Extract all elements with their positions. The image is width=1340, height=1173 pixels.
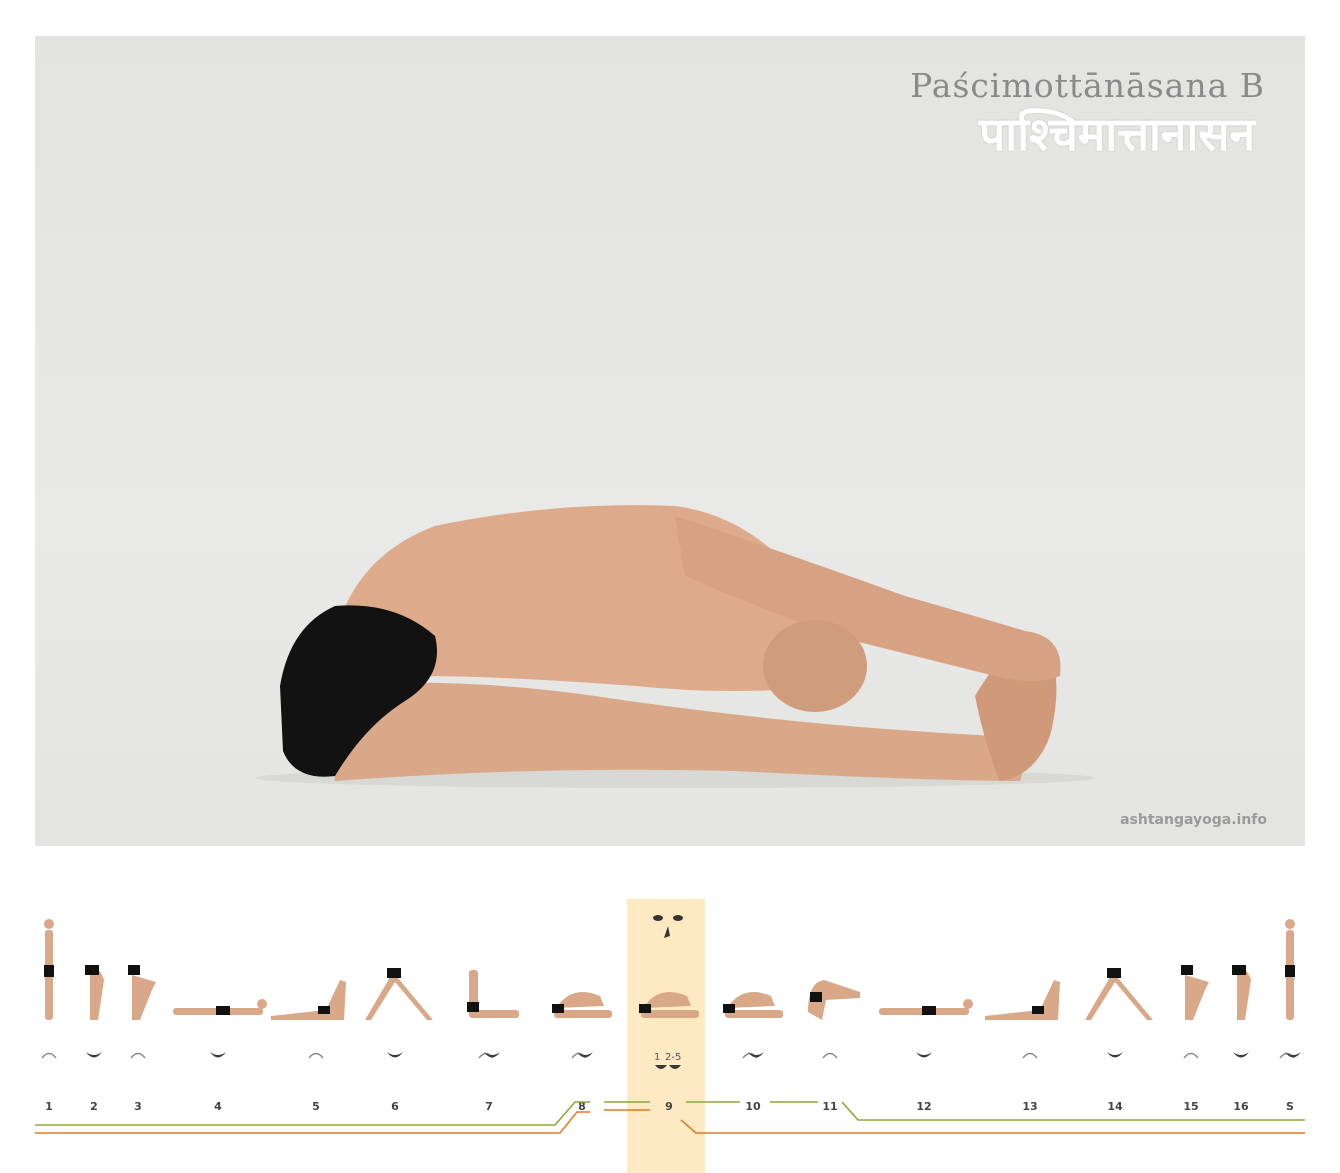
breath-inhale-exhale-icon — [1279, 1052, 1301, 1059]
vinyasa-step-5[interactable]: 5 — [271, 980, 346, 1113]
vinyasa-strip: 1 2 3 4 5 6 7 81 2-59 10 11 12 13 14 15 16 S — [35, 915, 1305, 1134]
step-number: 10 — [745, 1100, 761, 1113]
asana-photo: Paścimottānāsana B पाश्चिमात्तानासन asht… — [35, 36, 1305, 846]
pose-figure-icon — [639, 992, 699, 1018]
breath-inhale-icon — [130, 1052, 146, 1059]
step-number: 2 — [90, 1100, 98, 1113]
breath-inhale-icon — [308, 1052, 324, 1059]
pose-figure-icon — [85, 965, 104, 1020]
pose-figure-icon — [467, 970, 519, 1018]
vinyasa-step-14[interactable]: 14 — [1085, 968, 1153, 1113]
pose-figure-icon — [173, 999, 267, 1015]
pose-figure-icon — [128, 965, 156, 1020]
pose-figure-icon — [723, 992, 783, 1018]
vinyasa-step-7[interactable]: 7 — [467, 970, 519, 1113]
vinyasa-step-11[interactable]: 11 — [808, 980, 860, 1113]
vinyasa-step-2[interactable]: 2 — [85, 965, 104, 1113]
pose-figure-icon — [1181, 965, 1209, 1020]
breath-exhale-icon — [387, 1052, 403, 1058]
breath-exhale-hold-icon — [655, 1065, 681, 1069]
progression-lines — [35, 1101, 1305, 1134]
step-number: 7 — [485, 1100, 493, 1113]
site-watermark: ashtangayoga.info — [1120, 812, 1267, 828]
pose-figure-icon — [365, 968, 433, 1020]
vinyasa-sequence: 1 2 3 4 5 6 7 8 1 2-5 9 10 11 12 13 14 15 16 S — [0, 890, 1340, 1173]
breath-exhale-icon — [210, 1052, 226, 1058]
breath-inhale-icon — [41, 1052, 57, 1059]
vinyasa-step-12[interactable]: 12 — [879, 999, 973, 1113]
step-number: 6 — [391, 1100, 399, 1113]
pose-figure-icon — [552, 992, 612, 1018]
breath-inhale-icon — [822, 1052, 838, 1059]
step-number: 16 — [1233, 1100, 1249, 1113]
vinyasa-step-15[interactable]: 15 — [1181, 965, 1209, 1113]
breath-inhale-exhale-icon — [478, 1052, 500, 1059]
step-number: 15 — [1183, 1100, 1198, 1113]
pose-figure-icon — [44, 919, 54, 1020]
breath-inhale-icon — [1183, 1052, 1199, 1059]
pose-figure-icon — [985, 980, 1060, 1020]
breath-inhale-icon — [1022, 1052, 1038, 1059]
step-number: 13 — [1022, 1100, 1037, 1113]
pose-figure-icon — [1085, 968, 1153, 1020]
step-number: S — [1286, 1100, 1294, 1113]
pose-figure-icon — [808, 980, 860, 1020]
step-number: 9 — [665, 1100, 673, 1113]
pose-figure-icon — [879, 999, 973, 1015]
vinyasa-step-1[interactable]: 1 — [41, 919, 57, 1113]
vinyasa-step-3[interactable]: 3 — [128, 965, 156, 1113]
vinyasa-step-8[interactable]: 8 — [552, 992, 612, 1113]
vinyasa-step-4[interactable]: 4 — [173, 999, 267, 1113]
step-number: 8 — [578, 1100, 586, 1113]
asana-title-devanagari: पाश्चिमात्तानासन — [979, 107, 1255, 161]
pose-figure-icon — [1232, 965, 1251, 1020]
breath-count-label: 1 — [654, 1052, 660, 1063]
vinyasa-step-16[interactable]: 16 — [1232, 965, 1251, 1113]
pose-figure-icon — [1285, 919, 1295, 1020]
breath-exhale-icon — [1233, 1052, 1249, 1058]
breath-exhale-icon — [1107, 1052, 1123, 1058]
vinyasa-step-10[interactable]: 10 — [723, 992, 783, 1113]
breath-inhale-exhale-icon — [742, 1052, 764, 1059]
step-number: 11 — [822, 1100, 837, 1113]
breath-exhale-icon — [916, 1052, 932, 1058]
asana-title-latin: Paścimottānāsana B — [910, 66, 1265, 105]
pose-figure-icon — [271, 980, 346, 1020]
vinyasa-step-9[interactable]: 1 2-5 9 — [639, 992, 699, 1113]
gaze-icon — [653, 915, 683, 938]
yogi-figure — [255, 505, 1095, 788]
vinyasa-step-6[interactable]: 6 — [365, 968, 433, 1113]
step-number: 4 — [214, 1100, 222, 1113]
step-number: 1 — [45, 1100, 53, 1113]
step-number: 5 — [312, 1100, 320, 1113]
step-number: 14 — [1107, 1100, 1123, 1113]
step-number: 12 — [916, 1100, 931, 1113]
breath-count-label: 2-5 — [665, 1052, 681, 1063]
vinyasa-step-S[interactable]: S — [1279, 919, 1301, 1113]
vinyasa-step-13[interactable]: 13 — [985, 980, 1060, 1113]
current-step-highlight — [627, 899, 705, 1173]
breath-exhale-icon — [86, 1052, 102, 1058]
step-number: 3 — [134, 1100, 142, 1113]
breath-inhale-exhale-icon — [571, 1052, 593, 1059]
